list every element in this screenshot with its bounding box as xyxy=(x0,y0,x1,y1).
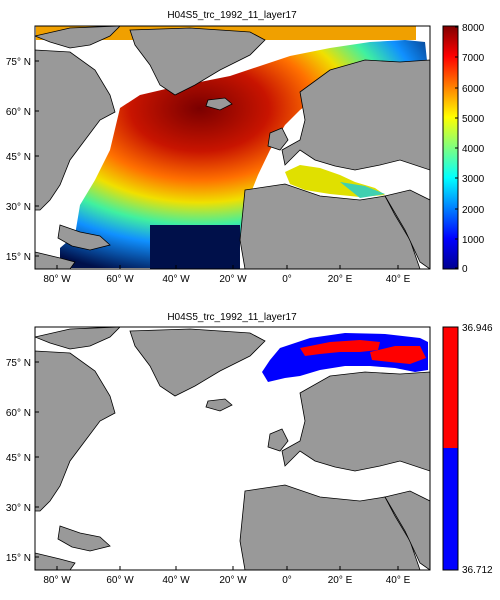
threshold-high-region-west xyxy=(300,340,380,356)
land-canadian-arctic xyxy=(35,26,121,49)
top-cbar-tick-0: 0 xyxy=(462,264,468,275)
tracer-field-subtropical-low xyxy=(150,225,240,269)
top-cbar-tick-8000: 8000 xyxy=(462,23,485,34)
bottom-colorbar-high xyxy=(443,327,458,448)
top-map-area xyxy=(35,26,430,269)
top-cbar-tick-4000: 4000 xyxy=(462,144,485,155)
land-north-america-b xyxy=(35,350,116,512)
tracer-field-atlantic xyxy=(60,40,428,268)
bottom-xtick-20w: 20° W xyxy=(219,575,247,586)
land-cuba-b xyxy=(57,525,111,552)
top-ytick-45n: 45° N xyxy=(6,152,31,163)
bottom-ytick-15n: 15° N xyxy=(6,553,31,564)
bottom-xtick-80w: 80° W xyxy=(43,575,71,586)
bottom-ytick-75n: 75° N xyxy=(6,358,31,369)
bottom-map-panel: H04S5_trc_1992_11_layer17 xyxy=(6,312,493,586)
bottom-xtick-40w: 40° W xyxy=(162,575,190,586)
land-british-isles-b xyxy=(267,428,289,452)
threshold-high-region-east xyxy=(370,346,426,364)
top-map-title: H04S5_trc_1992_11_layer17 xyxy=(167,10,297,21)
land-british-isles xyxy=(267,127,289,151)
top-xtick-20e: 20° E xyxy=(328,274,353,285)
top-x-tick-labels: 80° W 60° W 40° W 20° W 0° 20° E 40° E xyxy=(43,274,410,285)
land-africa xyxy=(239,183,421,269)
bottom-x-tick-labels: 80° W 60° W 40° W 20° W 0° 20° E 40° E xyxy=(43,575,410,586)
top-xtick-40e: 40° E xyxy=(386,274,411,285)
top-map-panel: H04S5_trc_1992_11_layer17 xyxy=(6,10,485,285)
land-africa-b xyxy=(239,484,421,570)
land-arabia-b xyxy=(384,490,430,570)
top-ytick-15n: 15° N xyxy=(6,252,31,263)
top-xtick-60w: 60° W xyxy=(106,274,134,285)
bottom-ytick-60n: 60° N xyxy=(6,408,31,419)
bottom-map-area xyxy=(35,327,430,570)
land-europe-b xyxy=(281,371,430,472)
bottom-ytick-45n: 45° N xyxy=(6,453,31,464)
top-axis-ticks xyxy=(35,60,399,269)
top-cbar-tick-5000: 5000 xyxy=(462,114,485,125)
threshold-low-region xyxy=(262,333,428,382)
bottom-map-title: H04S5_trc_1992_11_layer17 xyxy=(167,312,297,323)
bottom-xtick-60w: 60° W xyxy=(106,575,134,586)
bottom-xtick-40e: 40° E xyxy=(386,575,411,586)
top-ytick-60n: 60° N xyxy=(6,107,31,118)
land-arabia xyxy=(384,189,430,269)
bottom-y-tick-labels: 75° N 60° N 45° N 30° N 15° N xyxy=(6,358,31,564)
bottom-axis-ticks xyxy=(35,361,399,570)
land-europe xyxy=(281,59,430,171)
land-greenland xyxy=(129,27,266,96)
top-y-tick-labels: 75° N 60° N 45° N 30° N 15° N xyxy=(6,57,31,263)
bottom-xtick-20e: 20° E xyxy=(328,575,353,586)
bottom-ytick-30n: 30° N xyxy=(6,503,31,514)
bottom-cbar-min-label: 36.712 xyxy=(462,565,493,576)
top-cbar-tick-7000: 7000 xyxy=(462,53,485,64)
bottom-land xyxy=(35,327,430,570)
top-xtick-80w: 80° W xyxy=(43,274,71,285)
top-cbar-tick-6000: 6000 xyxy=(462,84,485,95)
top-ytick-75n: 75° N xyxy=(6,57,31,68)
top-land xyxy=(35,26,430,269)
top-cbar-tick-2000: 2000 xyxy=(462,205,485,216)
top-cbar-tick-3000: 3000 xyxy=(462,174,485,185)
top-xtick-0: 0° xyxy=(282,274,292,285)
top-ytick-30n: 30° N xyxy=(6,202,31,213)
top-xtick-20w: 20° W xyxy=(219,274,247,285)
land-north-america xyxy=(35,49,116,211)
bottom-threshold-field xyxy=(262,333,428,382)
land-iceland-b xyxy=(205,398,233,412)
bottom-colorbar-low xyxy=(443,448,458,570)
top-xtick-40w: 40° W xyxy=(162,274,190,285)
tracer-field-east-med xyxy=(340,182,385,198)
land-central-america xyxy=(35,251,76,269)
land-greenland-b xyxy=(129,328,266,397)
land-canadian-arctic-b xyxy=(35,327,121,350)
bottom-colorbar-frame xyxy=(442,326,459,571)
top-colorbar: 8000 7000 6000 5000 4000 3000 2000 1000 … xyxy=(442,23,485,275)
bottom-xtick-0: 0° xyxy=(282,575,292,586)
bottom-colorbar: 36.946 36.712 xyxy=(442,323,493,576)
land-iceland xyxy=(205,97,233,111)
land-cuba xyxy=(57,224,111,251)
land-central-america-b xyxy=(35,552,76,570)
bottom-cbar-max-label: 36.946 xyxy=(462,323,493,334)
top-cbar-tick-1000: 1000 xyxy=(462,235,485,246)
